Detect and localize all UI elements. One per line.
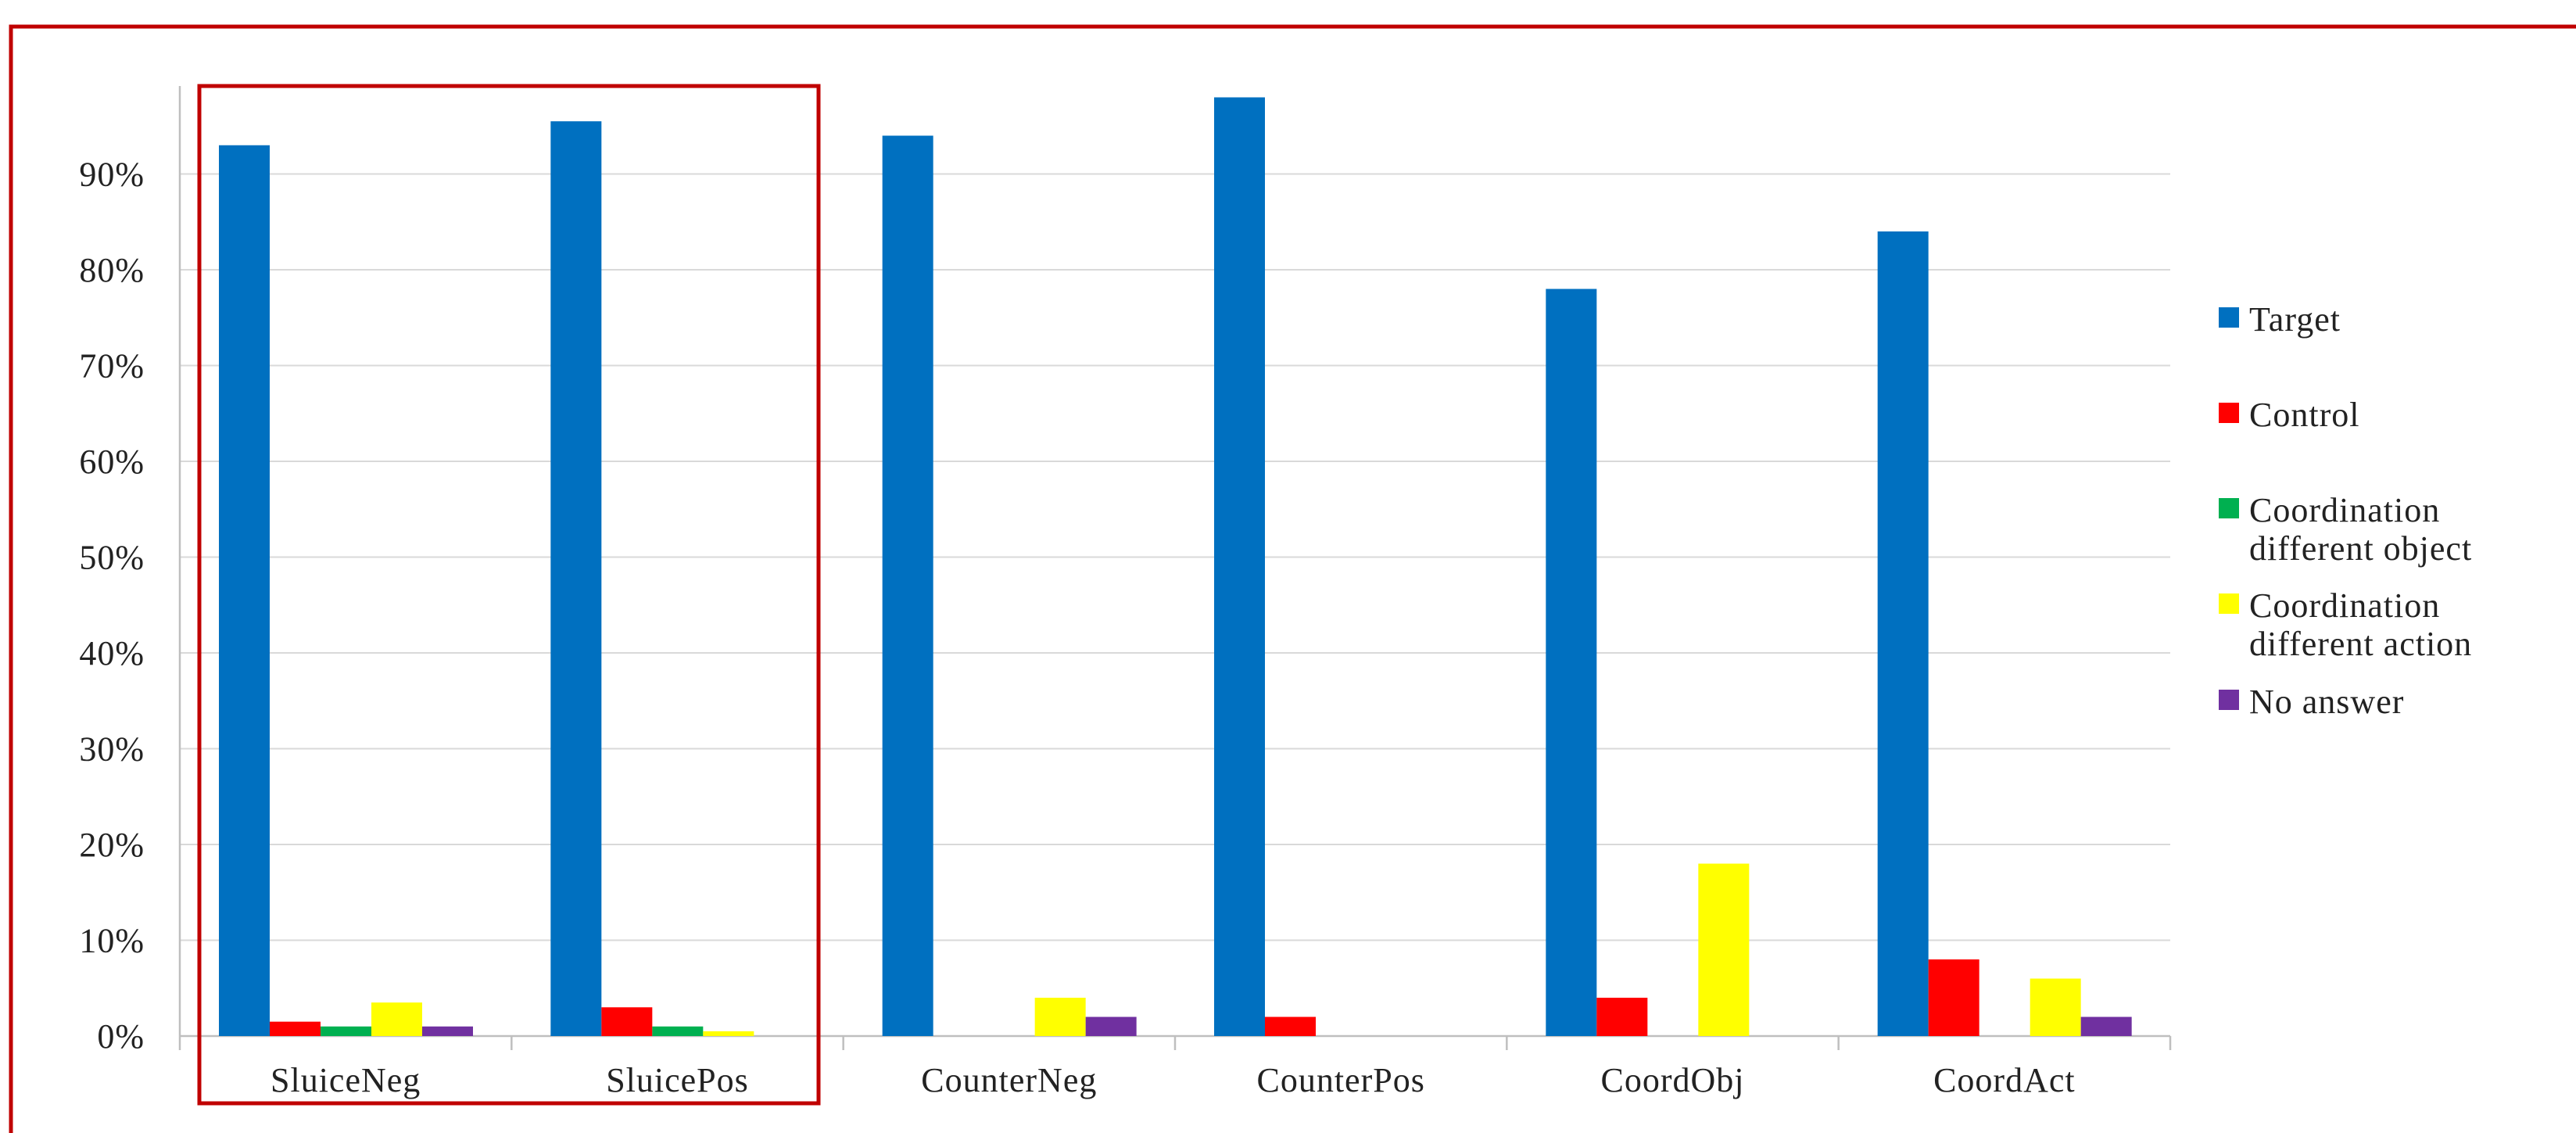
bar-control-sluicepos [601, 1007, 653, 1036]
y-tick-label: 80% [79, 251, 145, 289]
bar-target-coordact [1877, 231, 1929, 1036]
bar-control-sluiceneg [270, 1021, 321, 1036]
bar-coordination-different-action-coordact [2030, 978, 2081, 1036]
bar-target-sluiceneg [219, 145, 270, 1036]
bar-no-answer-counterneg [1085, 1016, 1137, 1036]
y-tick-label: 50% [79, 539, 145, 577]
legend-swatch [2219, 307, 2239, 328]
legend-label: Target [2249, 300, 2341, 339]
y-tick-labels: 0% 10% 20% 30% 40% 50% 60% 70% 80% 90% [79, 156, 145, 1056]
category-label: CoordObj [1601, 1061, 1745, 1099]
bar-target-counterneg [882, 135, 933, 1036]
y-tick-label: 20% [79, 826, 145, 864]
y-tick-label: 30% [79, 730, 145, 769]
bars [219, 97, 2132, 1036]
y-tick-label: 40% [79, 634, 145, 672]
bar-coordination-different-action-counterneg [1034, 998, 1086, 1036]
legend-label: Coordination [2249, 491, 2440, 529]
legend-label: different object [2249, 529, 2472, 568]
bar-coordination-different-action-sluicepos [703, 1031, 754, 1036]
bar-no-answer-sluiceneg [422, 1026, 473, 1036]
bar-target-sluicepos [550, 121, 602, 1036]
legend-label: Control [2249, 396, 2359, 434]
y-tick-label: 0% [97, 1017, 145, 1056]
legend-swatch [2219, 690, 2239, 710]
legend-swatch [2219, 498, 2239, 518]
category-label: SluicePos [606, 1061, 749, 1099]
outer-frame [9, 24, 2576, 1133]
bar-target-counterpos [1214, 97, 1265, 1036]
category-label: CounterNeg [921, 1061, 1097, 1099]
bar-control-coordobj [1596, 998, 1648, 1036]
category-label: CounterPos [1256, 1061, 1424, 1099]
legend-swatch [2219, 593, 2239, 614]
bar-control-coordact [1928, 959, 1979, 1036]
bar-control-counterpos [1265, 1016, 1316, 1036]
axes [178, 86, 2172, 1050]
bar-coordination-different-object-sluiceneg [321, 1026, 371, 1036]
category-label: CoordAct [1933, 1061, 2076, 1099]
bar-coordination-different-action-coordobj [1698, 863, 1750, 1036]
y-tick-label: 70% [79, 347, 145, 385]
bar-no-answer-coordact [2080, 1016, 2132, 1036]
y-tick-label: 60% [79, 443, 145, 481]
legend-swatch [2219, 403, 2239, 423]
y-tick-label: 10% [79, 922, 145, 960]
highlight-box [197, 84, 821, 1106]
legend-label: No answer [2249, 683, 2404, 721]
category-labels: SluiceNeg SluicePos CounterNeg CounterPos Co… [270, 1061, 2076, 1099]
gridlines [180, 173, 2170, 941]
legend-label: Coordination [2249, 586, 2440, 625]
y-tick-label: 90% [79, 156, 145, 194]
category-label: SluiceNeg [270, 1061, 421, 1099]
legend-label: different action [2249, 625, 2472, 663]
bar-coordination-different-action-sluiceneg [371, 1002, 422, 1036]
bar-coordination-different-object-sluicepos [652, 1026, 704, 1036]
bar-target-coordobj [1546, 289, 1597, 1036]
